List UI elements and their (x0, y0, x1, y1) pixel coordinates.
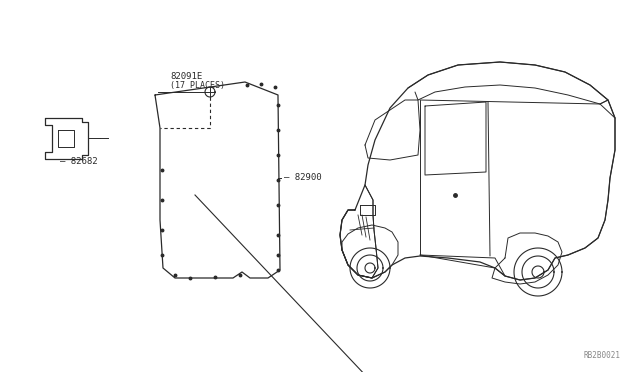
Text: RB2B0021: RB2B0021 (583, 351, 620, 360)
Text: — 82682: — 82682 (60, 157, 98, 167)
Text: (17 PLACES): (17 PLACES) (170, 81, 225, 90)
Text: 82091E: 82091E (170, 72, 202, 81)
Text: — 82900: — 82900 (284, 173, 322, 183)
